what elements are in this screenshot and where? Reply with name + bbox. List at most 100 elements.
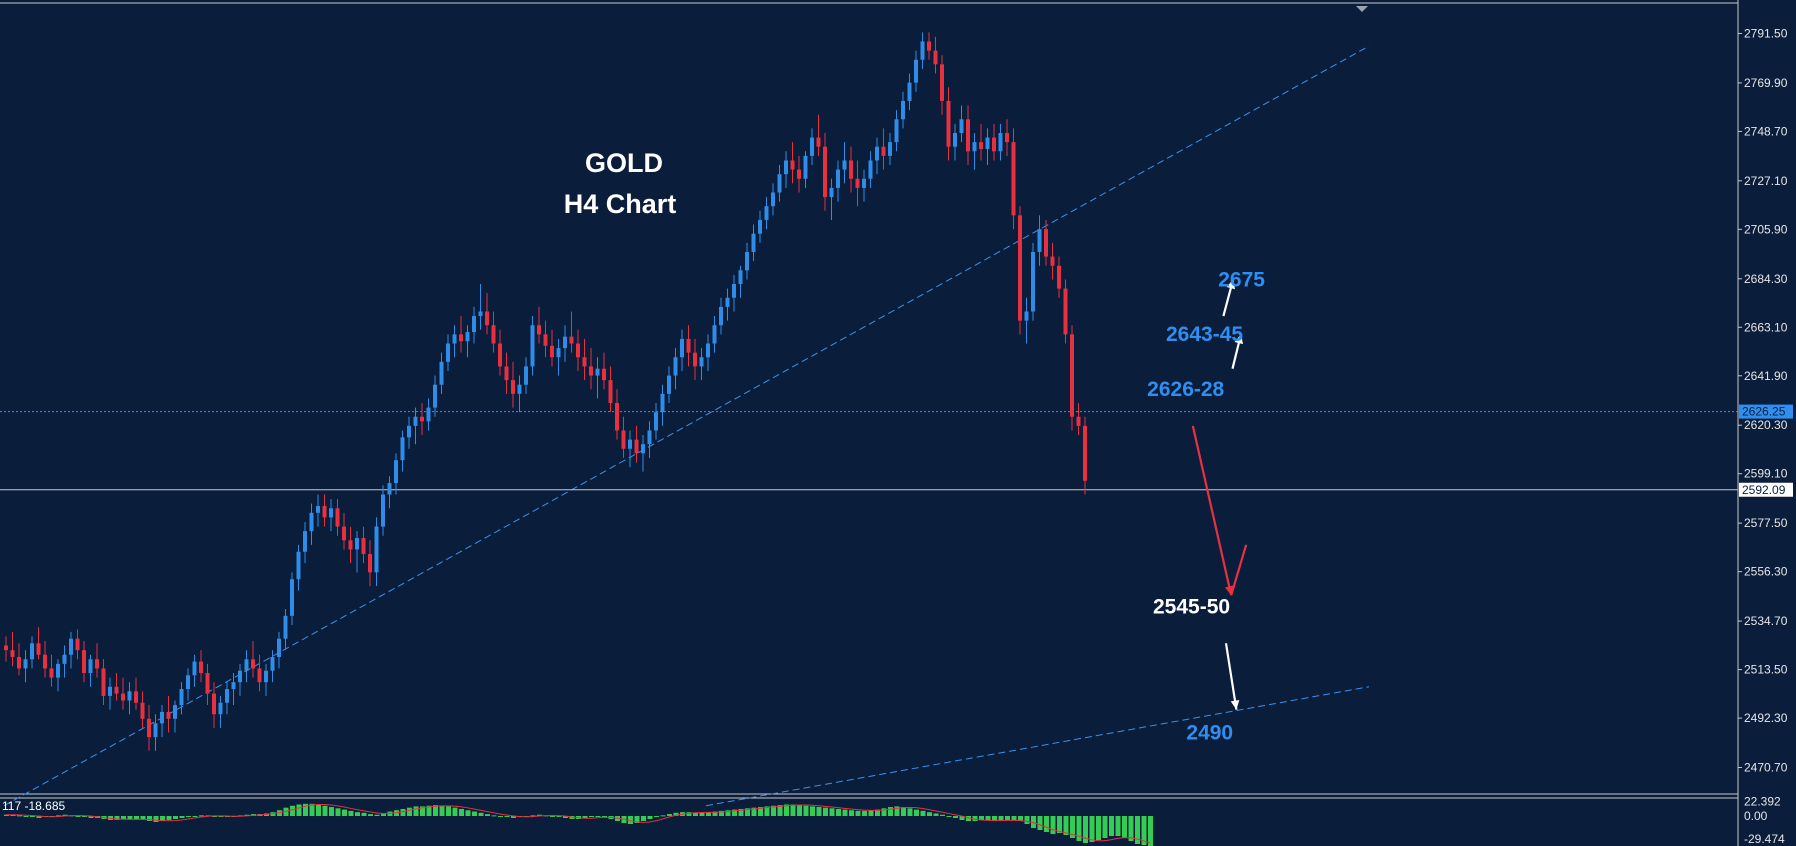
candle-body <box>491 325 496 344</box>
histogram-bar <box>712 811 718 816</box>
arrow-line <box>1191 425 1233 596</box>
histogram-bar <box>1096 816 1101 840</box>
arrow-line <box>1224 643 1238 710</box>
candle-body <box>114 686 119 694</box>
candle-body <box>797 169 801 179</box>
candle-body <box>855 178 860 188</box>
candle <box>647 421 652 458</box>
tick-label: 2705.90 <box>1744 222 1788 236</box>
candle-body <box>1070 334 1074 417</box>
histogram-bar <box>784 804 789 816</box>
candle <box>407 416 411 449</box>
histogram-bar <box>647 816 653 819</box>
candle <box>1057 256 1061 298</box>
histogram-bar <box>36 816 42 818</box>
histogram-bar <box>290 805 295 816</box>
histogram-bar <box>979 816 984 820</box>
candle <box>62 645 67 678</box>
histogram-bar <box>485 814 490 816</box>
candle <box>465 325 470 358</box>
candle-body <box>303 531 307 552</box>
candle <box>1024 297 1029 344</box>
histogram-bar <box>381 813 386 816</box>
histogram-bar <box>992 816 997 821</box>
histogram-bar <box>335 808 341 816</box>
histogram-bar <box>914 809 919 816</box>
candle-body <box>602 368 606 381</box>
histogram-bar <box>732 809 737 816</box>
candle <box>524 357 528 394</box>
candle <box>823 132 827 211</box>
candle <box>498 329 502 376</box>
candle <box>537 306 541 344</box>
candle-body <box>1037 229 1042 252</box>
candle <box>517 375 522 413</box>
candle <box>1018 206 1022 335</box>
candle <box>738 265 743 298</box>
candle-body <box>634 439 639 454</box>
histogram-bar <box>192 816 198 817</box>
candle <box>927 32 931 60</box>
tick-label: 2534.70 <box>1744 614 1788 628</box>
histogram-bar <box>595 816 601 817</box>
candle-body <box>420 416 424 422</box>
candle-body <box>608 380 613 404</box>
candle <box>160 705 164 738</box>
histogram-bar <box>1089 816 1095 842</box>
histogram-bar <box>511 816 516 818</box>
candle <box>582 338 587 381</box>
candle-body <box>225 689 229 703</box>
candle-body <box>569 336 574 344</box>
candle-body <box>660 393 665 413</box>
histogram-bar <box>706 812 711 816</box>
candle-body <box>719 306 723 326</box>
candle-body <box>49 668 54 678</box>
candle-body <box>784 160 788 175</box>
candle-body <box>686 338 691 353</box>
candle <box>673 348 678 390</box>
candle-body <box>725 297 730 307</box>
candle-body <box>823 146 827 198</box>
candle <box>82 640 86 683</box>
candle-body <box>732 284 736 298</box>
candle <box>309 503 314 545</box>
histogram-bar <box>452 807 458 816</box>
level-label: 2626-28 <box>1147 378 1224 401</box>
histogram-bar <box>959 816 965 820</box>
candle-body <box>485 311 489 326</box>
candle-body <box>43 654 47 669</box>
candle-body <box>621 430 626 449</box>
candle <box>478 284 483 330</box>
candle <box>472 306 476 344</box>
candle <box>199 650 203 683</box>
candle-body <box>283 615 288 639</box>
candle <box>1011 128 1016 230</box>
candle <box>868 151 873 188</box>
histogram-bar <box>433 805 438 816</box>
histogram-bar <box>1070 816 1075 838</box>
price-tag: 2592.09 <box>1742 483 1786 497</box>
candle <box>257 654 262 692</box>
candle <box>530 316 535 376</box>
price-tag-bg <box>1739 404 1793 419</box>
main-plot: 2675 2643-45 2626-28 2545-50 2490 <box>0 0 1739 846</box>
histogram-bar <box>140 816 146 820</box>
candle <box>693 338 697 381</box>
histogram-bar <box>153 816 159 822</box>
histogram-bar <box>127 816 133 819</box>
candle-body <box>699 357 704 367</box>
candle-body <box>413 416 418 426</box>
candle-body <box>264 670 268 683</box>
histogram-bar <box>173 816 178 819</box>
candle <box>569 311 574 353</box>
candle <box>595 357 600 399</box>
candle-body <box>238 670 242 683</box>
candle-body <box>166 711 171 719</box>
histogram-bar <box>875 809 880 816</box>
candle-body <box>803 155 808 179</box>
candle-body <box>745 251 749 271</box>
candle <box>634 425 639 463</box>
candle-body <box>82 650 86 674</box>
candle-body <box>212 693 216 715</box>
signal-line <box>6 803 1151 844</box>
